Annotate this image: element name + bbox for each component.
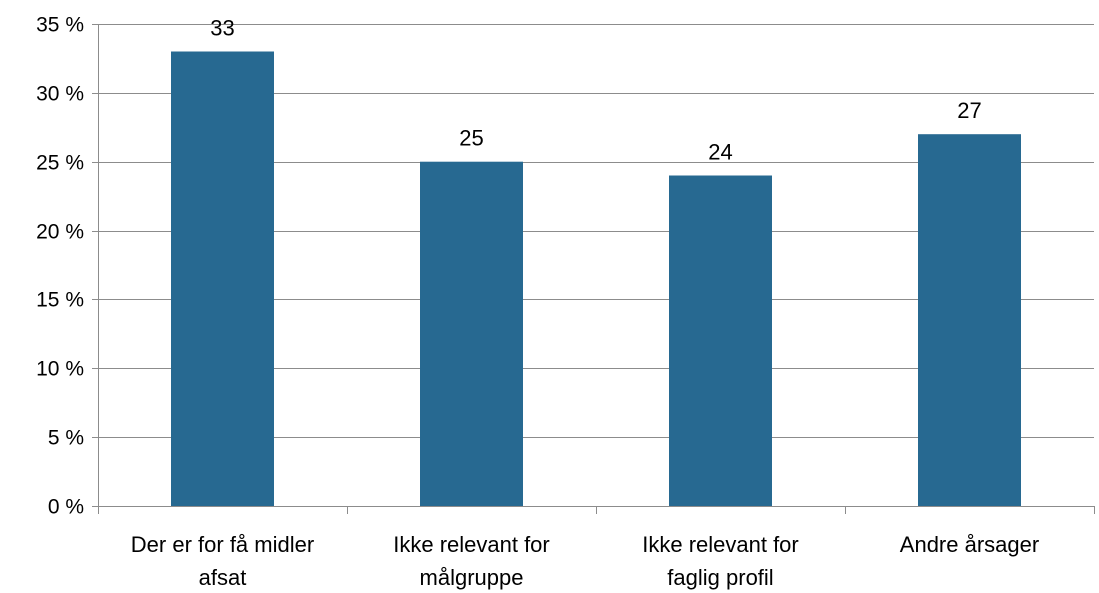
y-tick-label: 15 % bbox=[36, 289, 84, 312]
data-label: 24 bbox=[708, 140, 732, 165]
bars bbox=[171, 51, 1021, 506]
y-tick-label: 35 % bbox=[36, 14, 84, 37]
bar bbox=[918, 134, 1021, 506]
x-tick-label: Andre årsager bbox=[900, 532, 1039, 557]
data-label: 25 bbox=[459, 126, 483, 151]
y-tick-label: 5 % bbox=[48, 427, 84, 450]
bar bbox=[420, 161, 523, 506]
x-axis: Der er for få midler afsat Ikke relevant f… bbox=[98, 506, 1095, 590]
x-tick-label: Ikke relevant for bbox=[642, 532, 799, 557]
x-tick-label: Der er for få midler bbox=[131, 532, 314, 557]
bar bbox=[171, 51, 274, 506]
x-tick-label: målgruppe bbox=[420, 565, 524, 590]
y-axis-ticks: 0 % 5 % 10 % 15 % 20 % 25 % 30 % 35 % bbox=[36, 14, 99, 519]
x-tick-label: faglig profil bbox=[667, 565, 773, 590]
data-label: 27 bbox=[957, 98, 981, 123]
y-tick-label: 30 % bbox=[36, 83, 84, 106]
y-tick-label: 25 % bbox=[36, 152, 84, 175]
y-tick-label: 0 % bbox=[48, 496, 84, 519]
bar bbox=[669, 175, 772, 506]
y-tick-label: 10 % bbox=[36, 358, 84, 381]
x-tick-label: afsat bbox=[199, 565, 247, 590]
data-label: 33 bbox=[210, 16, 234, 41]
data-labels: 33 25 24 27 bbox=[210, 16, 981, 165]
x-tick-label: Ikke relevant for bbox=[393, 532, 550, 557]
y-tick-label: 20 % bbox=[36, 221, 84, 244]
